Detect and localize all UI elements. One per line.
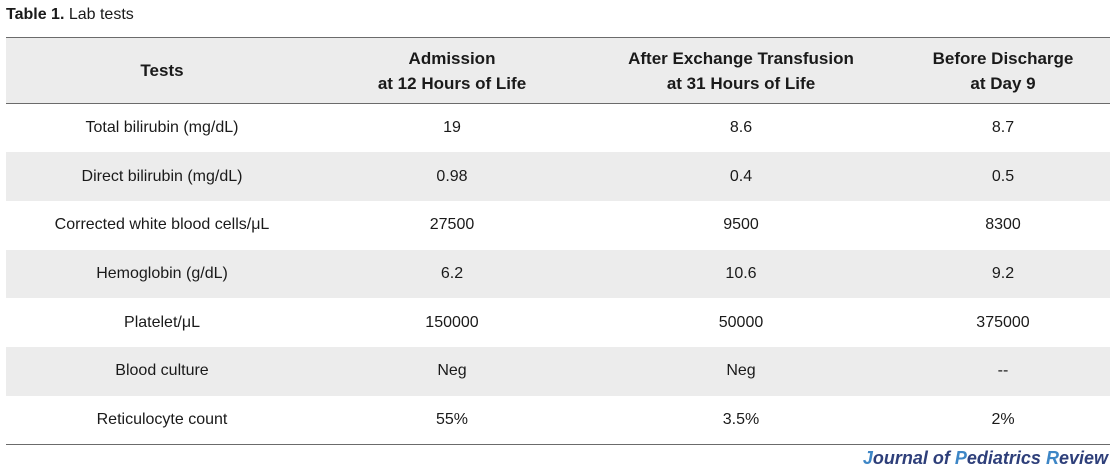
column-header-line: After Exchange Transfusion <box>628 48 854 68</box>
value-cell: 55% <box>318 395 586 445</box>
journal-text: ournal of <box>872 448 955 468</box>
value-cell: 10.6 <box>725 264 757 282</box>
value-cell: 150000 <box>425 313 479 331</box>
column-header: After Exchange Transfusion at 31 Hours of… <box>586 37 896 104</box>
caption-label: Table 1. <box>6 6 65 23</box>
test-name-cell: Corrected white blood cells/μL <box>54 216 270 234</box>
column-header-line: at 12 Hours of Life <box>377 73 527 93</box>
journal-text: ediatrics <box>966 448 1046 468</box>
value-cell: 9.2 <box>991 264 1015 282</box>
value-cell: 6.2 <box>440 264 464 282</box>
column-header: Before Discharge at Day 9 <box>896 37 1110 104</box>
value-cell: 9500 <box>723 216 759 234</box>
value-cell: 3.5% <box>586 395 896 445</box>
value-cell: 8.6 <box>729 119 753 137</box>
column-header: Admission at 12 Hours of Life <box>318 37 586 104</box>
table-body: Total bilirubin (mg/dL) 19 8.6 8.7 Direct bi… <box>6 104 1110 445</box>
test-name-cell: Direct bilirubin (mg/dL) <box>81 167 243 185</box>
table-caption: Table 1. Lab tests <box>6 5 134 25</box>
value-cell: 19 <box>443 119 461 137</box>
lab-tests-table-container: Tests Admission at 12 Hours of Life After E… <box>6 37 1110 445</box>
column-header-line: Admission <box>408 48 496 68</box>
column-header-line: Tests <box>140 61 184 80</box>
value-cell: 2% <box>896 395 1110 445</box>
journal-initial: J <box>862 448 873 468</box>
value-cell: 375000 <box>976 313 1030 331</box>
caption-title: Lab tests <box>68 6 134 23</box>
test-name-cell: Platelet/μL <box>124 313 200 331</box>
table-row: Corrected white blood cells/μL 27500 9500 8… <box>6 201 1110 250</box>
journal-text: eview <box>1058 448 1108 468</box>
table-row: Platelet/μL 150000 50000 375000 <box>6 298 1110 347</box>
value-cell: 0.4 <box>729 167 753 185</box>
table-row: Reticulocyte count 55% 3.5% 2% <box>6 395 1110 445</box>
column-header-line: Before Discharge <box>932 48 1074 68</box>
value-cell: -- <box>997 362 1009 380</box>
test-name-cell: Total bilirubin (mg/dL) <box>85 119 239 137</box>
value-cell: Neg <box>437 362 467 380</box>
value-cell: Neg <box>726 362 756 380</box>
column-header-line: at Day 9 <box>970 73 1036 93</box>
header-row: Tests Admission at 12 Hours of Life After E… <box>6 37 1110 104</box>
test-name-cell: Reticulocyte count <box>6 395 318 445</box>
value-cell: 8300 <box>985 216 1021 234</box>
test-name-cell: Hemoglobin (g/dL) <box>96 264 228 282</box>
value-cell: 50000 <box>718 313 764 331</box>
journal-initial: R <box>1045 448 1059 468</box>
lab-tests-table: Tests Admission at 12 Hours of Life After E… <box>6 37 1110 445</box>
table-row: Direct bilirubin (mg/dL) 0.98 0.4 0.5 <box>6 152 1110 201</box>
journal-initial: P <box>954 448 967 468</box>
value-cell: 0.5 <box>991 167 1015 185</box>
table-row: Blood culture Neg Neg -- <box>6 346 1110 396</box>
value-cell: 8.7 <box>991 119 1015 137</box>
table-header: Tests Admission at 12 Hours of Life After E… <box>6 37 1110 104</box>
test-name-cell: Blood culture <box>115 362 209 380</box>
column-header-line: at 31 Hours of Life <box>666 73 816 93</box>
column-header: Tests <box>6 37 318 104</box>
journal-logo: Journal of Pediatrics Review <box>863 447 1108 469</box>
table-row: Hemoglobin (g/dL) 6.2 10.6 9.2 <box>6 249 1110 299</box>
value-cell: 27500 <box>429 216 475 234</box>
table-row: Total bilirubin (mg/dL) 19 8.6 8.7 <box>6 104 1110 153</box>
value-cell: 0.98 <box>436 167 468 185</box>
